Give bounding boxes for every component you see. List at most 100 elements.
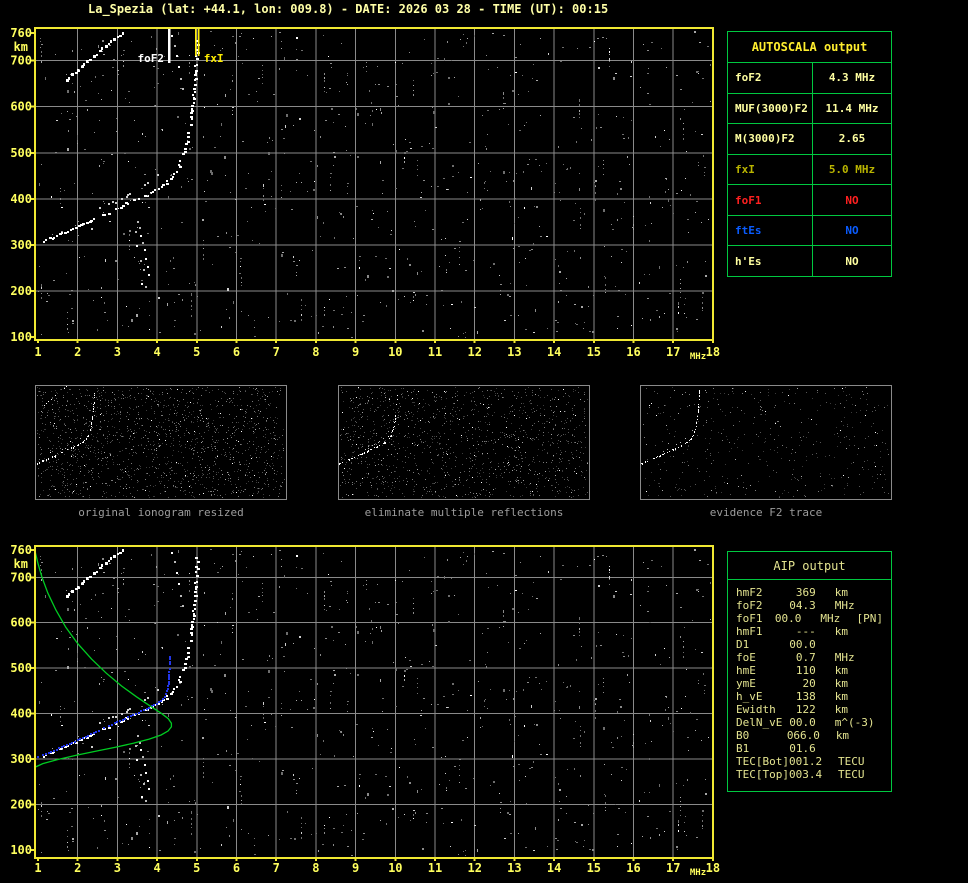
x-tick-label: 14: [547, 861, 561, 875]
aip-unit: km: [834, 664, 849, 677]
y-tick-label: 760: [10, 26, 32, 40]
bottom-ionogram-traces: [36, 549, 200, 802]
x-tick-label: 10: [388, 345, 402, 359]
bottom-ionogram-noise: [38, 549, 711, 856]
aip-value: 110: [795, 664, 816, 677]
marker-label: foF2: [138, 52, 165, 65]
aip-label: DelN_vE: [736, 716, 783, 729]
row-label: ftEs: [728, 215, 813, 246]
aip-value: 138: [795, 690, 816, 703]
aip-value: 369: [795, 586, 816, 599]
aip-unit: [816, 742, 883, 755]
y-tick-label: 400: [10, 192, 32, 206]
row-value: 2.65: [838, 132, 866, 146]
y-axis-unit: km: [14, 557, 28, 571]
aip-label: Ewidth: [736, 703, 776, 716]
aip-value: 20: [802, 677, 816, 690]
aip-unit: km: [834, 703, 849, 716]
aip-label: TEC[Bot]: [736, 755, 789, 768]
autoscala-table-title: AUTOSCALA output: [728, 32, 891, 63]
aip-row-TEC[Top]: TEC[Top] 003.4 TECU: [728, 768, 891, 781]
thumbnail-evidence-f2-trace: [640, 385, 892, 500]
x-tick-label: 3: [114, 861, 121, 875]
x-tick-label: 7: [273, 861, 280, 875]
autoscala-output-table: AUTOSCALA output foF2 4.3 MHz MUF(3000)F2 1…: [727, 31, 892, 277]
autoscala-row-MUF(3000)F2: MUF(3000)F2 11.4 MHz: [728, 93, 891, 125]
aip-row-hmF2: hmF2 369 km: [728, 586, 891, 599]
aip-extra: [883, 677, 891, 690]
aip-extra: [883, 729, 891, 742]
aip-label: D1: [736, 638, 750, 651]
x-tick-label: 18: [706, 345, 720, 359]
marker-label: fxI: [204, 52, 224, 65]
aip-row-hmF1: hmF1 --- km: [728, 625, 891, 638]
x-tick-label: 1: [34, 345, 41, 359]
thumbnail-border: [338, 385, 590, 500]
y-tick-label: 700: [10, 54, 32, 68]
x-tick-label: 5: [193, 861, 200, 875]
y-tick-label: 400: [10, 707, 32, 721]
aip-value: 066.0: [786, 729, 820, 742]
thumbnail-noise: [37, 387, 285, 498]
y-tick-label: 600: [10, 616, 32, 630]
autoscala-row-h'Es: h'Es NO: [728, 246, 891, 277]
aip-row-DelN_vE: DelN_vE 00.0 m^(-3): [728, 716, 891, 729]
row-label: foF1: [728, 185, 813, 215]
aip-value: ---: [795, 625, 816, 638]
x-tick-label: 11: [428, 861, 442, 875]
x-tick-label: 5: [193, 345, 200, 359]
aip-extra: [883, 651, 891, 664]
x-tick-label: 12: [467, 345, 481, 359]
thumbnail-border: [35, 385, 287, 500]
aip-unit: TECU: [837, 755, 865, 768]
descending-scatter: [135, 221, 150, 288]
row-label: fxI: [728, 154, 813, 185]
aip-extra: [883, 742, 891, 755]
x-tick-label: 6: [233, 345, 240, 359]
y-tick-label: 500: [10, 146, 32, 160]
aip-value: 01.6: [789, 742, 816, 755]
aip-unit: km: [834, 625, 849, 638]
top-ionogram-grid: [36, 29, 712, 339]
autoscala-row-fxI: fxI 5.0 MHz: [728, 154, 891, 186]
y-tick-label: 300: [10, 752, 32, 766]
x-tick-label: 1: [34, 861, 41, 875]
y-tick-label: 300: [10, 238, 32, 252]
aip-value: 001.2: [788, 755, 823, 768]
thumbnail-original-ionogram: [35, 385, 287, 500]
y-tick-label: 200: [10, 798, 32, 812]
aip-unit: MHz: [834, 651, 855, 664]
bottom-ionogram-grid: [36, 547, 712, 857]
aip-unit: MHz: [820, 612, 841, 625]
aip-row-hmE: hmE 110 km: [728, 664, 891, 677]
aip-extra: [883, 768, 891, 781]
upper-scatter: [171, 552, 184, 607]
aip-value: 003.4: [788, 768, 823, 781]
aip-label: h_vE: [736, 690, 763, 703]
aip-row-B1: B1 01.6: [728, 742, 891, 755]
autoscala-row-foF2: foF2 4.3 MHz: [728, 63, 891, 94]
aip-unit: TECU: [837, 768, 865, 781]
x-tick-label: 14: [547, 345, 561, 359]
row-value: 11.4 MHz: [825, 101, 879, 115]
x-tick-label: 8: [312, 861, 319, 875]
autoscala-row-ftEs: ftEs NO: [728, 215, 891, 247]
aip-value: 00.0: [789, 716, 816, 729]
aip-extra: [883, 599, 891, 612]
aip-label: foF1: [736, 612, 763, 625]
aip-label: hmE: [736, 664, 756, 677]
row-value: NO: [845, 193, 859, 207]
x-tick-label: 17: [666, 861, 680, 875]
aip-label: hmF1: [736, 625, 763, 638]
f2-trace: [43, 557, 200, 758]
x-tick-label: 15: [587, 345, 601, 359]
marker-fxI: fxI: [194, 29, 224, 65]
f2-trace: [43, 40, 200, 243]
thumbnail-caption-eliminate: eliminate multiple reflections: [364, 506, 564, 519]
aip-table-rows: hmF2 369 km foF2 04.3 MHz foF1 00.0 MHz [PN] hmF1-…: [728, 580, 891, 781]
aip-value: 00.0: [789, 638, 816, 651]
row-label: MUF(3000)F2: [728, 93, 813, 124]
